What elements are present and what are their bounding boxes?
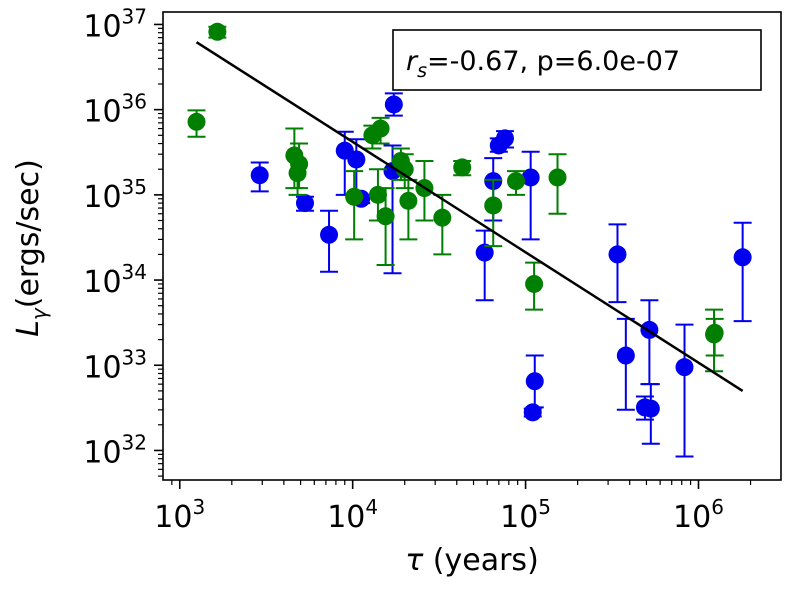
data-point	[368, 185, 387, 204]
minor-ticks	[158, 27, 752, 485]
x-axis-label: τ (years)	[405, 543, 539, 578]
data-point	[733, 248, 752, 267]
data-point	[675, 358, 694, 377]
data-point	[320, 225, 339, 244]
data-point	[475, 243, 494, 262]
data-point	[208, 22, 227, 41]
data-point	[187, 112, 206, 131]
data-point	[376, 207, 395, 226]
data-point	[250, 166, 269, 185]
x-tick-label: 105	[500, 495, 551, 535]
data-point	[453, 158, 472, 177]
y-tick-labels: 1032 1033 1034 1035 1036 1037	[83, 4, 147, 470]
data-point	[399, 191, 418, 210]
data-point	[345, 187, 364, 206]
data-point	[521, 168, 540, 187]
data-point	[608, 245, 627, 264]
data-point	[525, 274, 544, 293]
y-tick-label: 1037	[83, 4, 147, 44]
y-tick-label: 1036	[83, 90, 147, 130]
x-tick-label: 104	[327, 495, 378, 535]
y-axis-label: Lγ(ergs/sec)	[11, 159, 51, 337]
data-point	[525, 372, 544, 391]
annotation-box: rs=-0.67, p=6.0e-07	[392, 29, 762, 91]
plot-frame	[162, 11, 782, 481]
series-green	[187, 22, 724, 373]
data-point	[290, 155, 309, 174]
data-point	[384, 95, 403, 114]
x-tick-label: 103	[154, 495, 205, 535]
data-point	[347, 150, 366, 169]
y-tick-label: 1033	[83, 345, 147, 385]
major-ticks	[154, 23, 700, 489]
y-tick-label: 1035	[83, 175, 147, 215]
data-point	[371, 119, 390, 138]
y-tick-label: 1032	[83, 430, 147, 470]
correlation-annotation: rs=-0.67, p=6.0e-07	[406, 46, 680, 82]
y-tick-label: 1034	[83, 260, 147, 300]
data-point	[495, 129, 514, 148]
data-point	[548, 168, 567, 187]
data-point	[705, 323, 724, 342]
data-point	[523, 403, 542, 422]
data-point	[641, 399, 660, 418]
data-point	[295, 194, 314, 213]
fit-line	[195, 41, 744, 392]
data-point	[433, 208, 452, 227]
x-tick-label: 106	[673, 495, 724, 535]
data-point	[616, 346, 635, 365]
data-point	[506, 172, 525, 191]
data-point	[484, 196, 503, 215]
x-tick-labels: 103 104 105 106	[154, 495, 724, 535]
